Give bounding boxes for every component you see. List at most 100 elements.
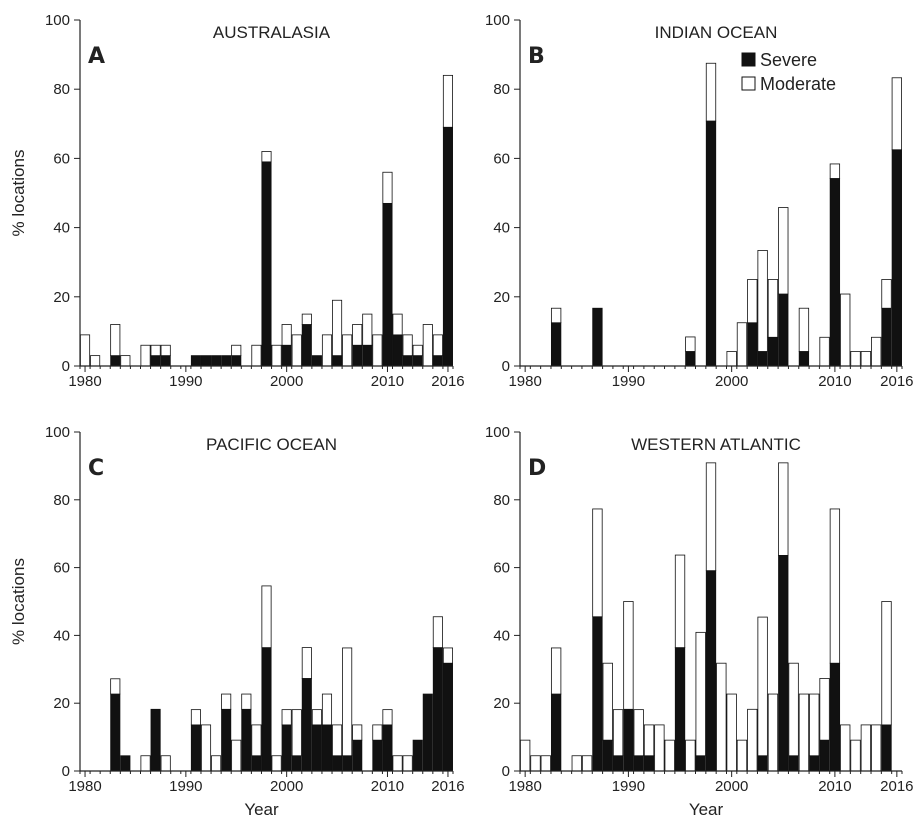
bar-severe-2011 xyxy=(392,334,403,367)
x-tick-label: 1980 xyxy=(508,778,541,795)
bar-moderate-2004 xyxy=(767,279,779,338)
y-tick-label: 0 xyxy=(502,358,510,375)
bar-severe-2013 xyxy=(412,355,423,367)
bar-moderate-2013 xyxy=(412,344,423,357)
bar-moderate-2000 xyxy=(726,693,737,772)
bar-severe-2001 xyxy=(291,755,302,772)
panel-title: WESTERN ATLANTIC xyxy=(631,435,801,454)
bar-severe-2010 xyxy=(382,724,393,772)
bar-moderate-2004 xyxy=(767,693,779,772)
bar-moderate-1987 xyxy=(150,344,161,357)
bar-severe-2007 xyxy=(798,351,810,367)
bar-severe-2003 xyxy=(311,724,322,772)
bar-severe-2005 xyxy=(332,755,343,772)
y-tick-label: 100 xyxy=(45,12,70,29)
bar-severe-1987 xyxy=(592,616,603,772)
y-tick-label: 80 xyxy=(493,81,510,98)
bar-severe-1998 xyxy=(705,570,717,772)
bar-moderate-1983 xyxy=(110,678,121,695)
x-tick-label: 2000 xyxy=(270,778,303,795)
bar-moderate-2009 xyxy=(372,334,383,367)
bar-moderate-2001 xyxy=(291,709,302,757)
panel-letter: B xyxy=(528,44,545,69)
bar-moderate-2005 xyxy=(332,299,343,357)
bar-moderate-1980 xyxy=(80,334,91,367)
bar-moderate-2012 xyxy=(402,755,413,772)
bar-moderate-1996 xyxy=(241,693,252,710)
bar-moderate-2016 xyxy=(891,77,902,151)
x-axis-title: Year xyxy=(689,800,724,819)
bar-severe-2004 xyxy=(767,336,779,367)
legend-label-severe: Severe xyxy=(760,50,817,70)
bar-moderate-2005 xyxy=(778,207,789,295)
bar-moderate-2008 xyxy=(809,693,820,757)
bar-moderate-2003 xyxy=(311,709,322,726)
x-tick-label: 2016 xyxy=(431,778,464,795)
bar-severe-1987 xyxy=(150,355,161,367)
y-tick-label: 80 xyxy=(493,492,510,509)
bar-moderate-1996 xyxy=(685,336,696,352)
x-tick-label: 1990 xyxy=(169,778,202,795)
bar-moderate-2002 xyxy=(747,708,758,772)
bar-moderate-1999 xyxy=(271,755,282,772)
bar-moderate-1983 xyxy=(550,647,562,695)
bar-severe-1992 xyxy=(200,355,212,367)
bar-severe-1997 xyxy=(251,755,262,772)
bar-moderate-2010 xyxy=(829,508,841,664)
bar-severe-2007 xyxy=(352,739,363,772)
y-tick-label: 20 xyxy=(493,289,510,306)
bar-moderate-1994 xyxy=(664,739,675,772)
bar-severe-2016 xyxy=(442,126,453,367)
bar-moderate-1983 xyxy=(550,307,562,324)
bar-severe-1998 xyxy=(261,647,272,772)
bar-severe-1987 xyxy=(592,307,603,367)
bar-severe-1983 xyxy=(550,693,562,772)
y-tick-label: 20 xyxy=(493,695,510,712)
y-axis-title: % locations xyxy=(9,150,28,237)
bar-severe-1991 xyxy=(190,355,201,367)
bar-severe-1995 xyxy=(231,355,242,367)
bar-moderate-1997 xyxy=(251,344,262,367)
bar-severe-2006 xyxy=(342,755,353,772)
bar-severe-2005 xyxy=(778,293,789,367)
bar-severe-2008 xyxy=(809,755,820,772)
bar-moderate-2014 xyxy=(871,336,882,367)
bar-severe-2009 xyxy=(819,739,830,772)
y-tick-label: 40 xyxy=(493,220,510,237)
x-tick-label: 1980 xyxy=(508,373,541,390)
x-tick-label: 1980 xyxy=(68,778,101,795)
bar-severe-1991 xyxy=(633,755,644,772)
bar-moderate-1988 xyxy=(160,755,171,772)
bar-moderate-2005 xyxy=(778,462,789,556)
bar-moderate-1999 xyxy=(716,662,727,772)
bar-moderate-2006 xyxy=(342,334,353,367)
bar-severe-2010 xyxy=(829,662,841,772)
bar-moderate-2001 xyxy=(736,322,748,367)
bar-moderate-2012 xyxy=(850,351,861,367)
bar-moderate-2014 xyxy=(871,724,882,772)
panel-letter: D xyxy=(528,456,546,481)
bar-moderate-1986 xyxy=(581,755,593,772)
x-axis-title: Year xyxy=(244,800,279,819)
bar-moderate-1998 xyxy=(261,151,272,163)
bar-severe-1998 xyxy=(705,120,717,367)
bar-moderate-2007 xyxy=(798,307,810,352)
bar-moderate-1983 xyxy=(110,324,121,357)
panel-title: AUSTRALASIA xyxy=(213,23,331,42)
bar-moderate-2009 xyxy=(819,336,830,367)
bar-moderate-1994 xyxy=(221,693,232,710)
x-tick-label: 1980 xyxy=(68,373,101,390)
bar-moderate-2011 xyxy=(840,293,851,367)
bar-moderate-1995 xyxy=(674,554,686,649)
bar-severe-1991 xyxy=(190,724,201,772)
bar-moderate-2011 xyxy=(392,755,403,772)
bar-severe-1987 xyxy=(150,708,161,772)
panel-letter: C xyxy=(88,456,104,481)
bar-moderate-1995 xyxy=(231,739,242,772)
bar-moderate-1997 xyxy=(251,724,262,757)
bar-moderate-2012 xyxy=(402,334,413,357)
bar-severe-1989 xyxy=(612,755,624,772)
x-tick-label: 2000 xyxy=(715,778,748,795)
legend-swatch-severe xyxy=(741,52,756,67)
bar-moderate-2004 xyxy=(321,693,333,726)
